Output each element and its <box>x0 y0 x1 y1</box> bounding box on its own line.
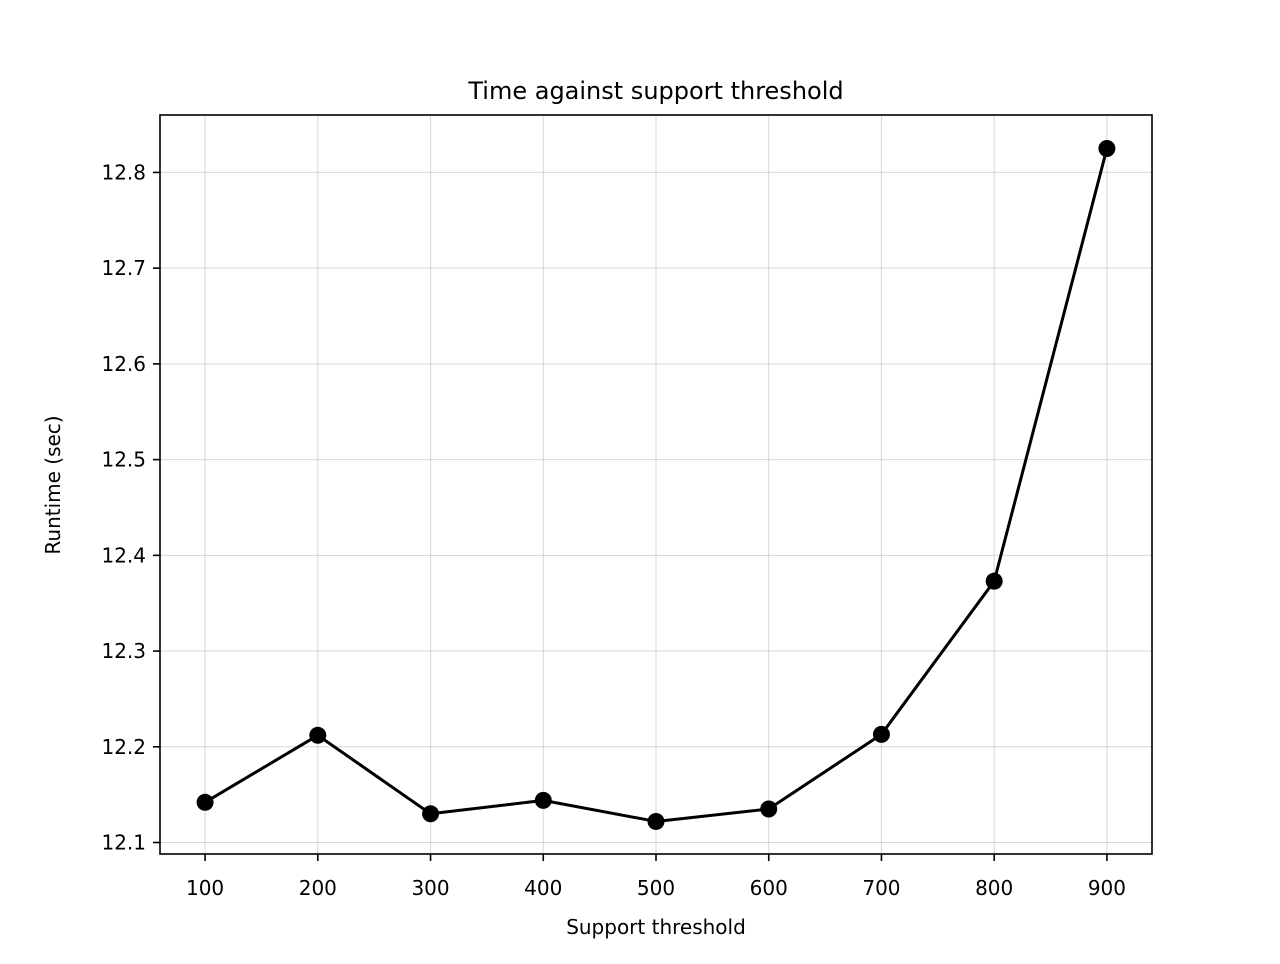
y-tick-label: 12.1 <box>101 831 146 855</box>
y-tick-label: 12.7 <box>101 256 146 280</box>
data-point <box>872 725 890 743</box>
x-tick-label: 800 <box>975 876 1013 900</box>
series-layer <box>196 140 1116 830</box>
y-tick-label: 12.3 <box>101 639 146 663</box>
grid <box>160 115 1152 854</box>
y-axis-label: Runtime (sec) <box>41 415 65 554</box>
x-tick-label: 300 <box>411 876 449 900</box>
data-point <box>196 793 214 811</box>
data-point <box>760 800 778 818</box>
x-axis-label: Support threshold <box>566 915 746 939</box>
x-tick-label: 900 <box>1088 876 1126 900</box>
data-point <box>309 726 327 744</box>
data-point <box>422 805 440 823</box>
data-point <box>647 812 665 830</box>
data-point <box>534 791 552 809</box>
data-point <box>1098 140 1116 158</box>
x-tick-label: 100 <box>186 876 224 900</box>
chart-title: Time against support threshold <box>467 77 843 105</box>
y-tick-label: 12.2 <box>101 735 146 759</box>
x-tick-label: 500 <box>637 876 675 900</box>
x-tick-label: 200 <box>299 876 337 900</box>
y-tick-label: 12.5 <box>101 448 146 472</box>
y-tick-label: 12.8 <box>101 160 146 184</box>
y-axis: 12.1 12.2 12.3 12.4 12.5 12.6 12.7 12.8 <box>101 160 160 855</box>
x-tick-label: 600 <box>750 876 788 900</box>
x-tick-label: 400 <box>524 876 562 900</box>
data-point <box>985 572 1003 590</box>
y-tick-label: 12.4 <box>101 543 146 567</box>
y-tick-label: 12.6 <box>101 352 146 376</box>
x-tick-label: 700 <box>862 876 900 900</box>
x-axis: 100 200 300 400 500 600 700 800 900 <box>186 854 1126 900</box>
